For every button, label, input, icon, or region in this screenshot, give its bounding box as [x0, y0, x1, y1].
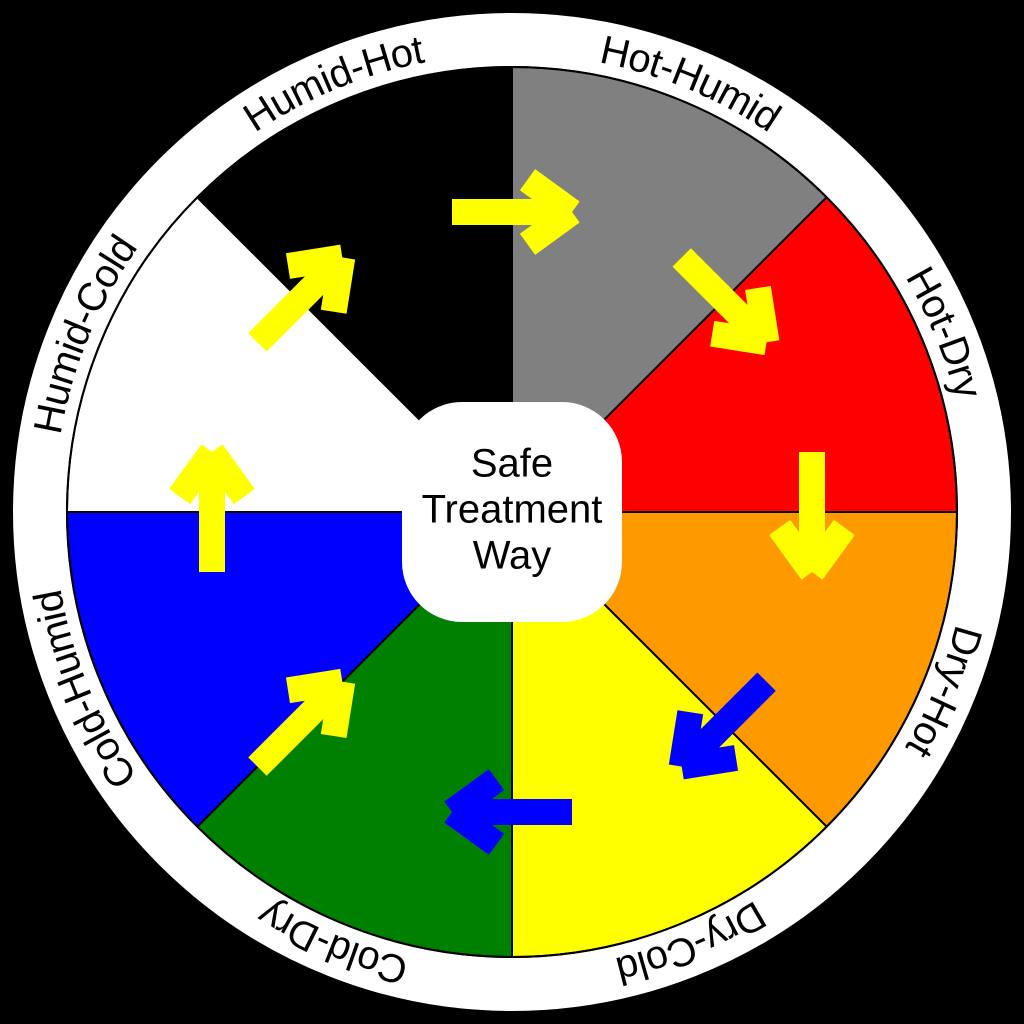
- flow-arrow-head: [334, 257, 343, 311]
- hub-label: Treatment: [422, 488, 603, 532]
- flow-arrow-head: [334, 682, 343, 736]
- hub-label: Way: [473, 534, 552, 578]
- treatment-wheel-diagram: Dry-ColdDry-HotHot-DryHot-HumidHumid-Hot…: [0, 0, 1024, 1024]
- hub-label: Safe: [471, 442, 553, 486]
- flow-arrow-head: [682, 712, 691, 766]
- flow-arrow-head: [712, 334, 766, 343]
